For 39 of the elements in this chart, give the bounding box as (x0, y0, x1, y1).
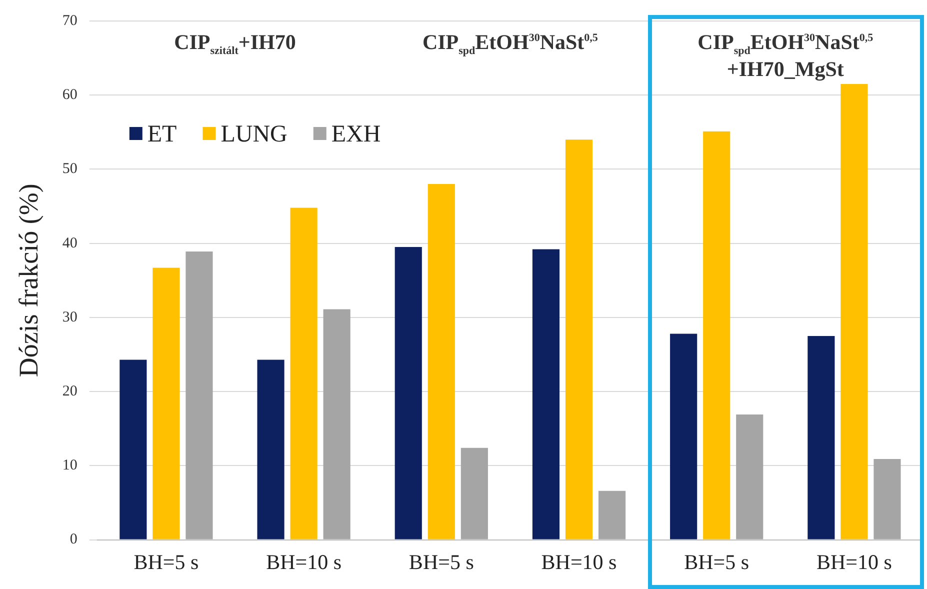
bar (532, 249, 560, 540)
y-axis-title: Dózis frakció (%) (13, 184, 44, 378)
annotation: CIP$_{spd}$EtOH$^{30}$NaSt$^{0,5}$ (421, 30, 599, 58)
bar (598, 490, 626, 540)
bar (840, 84, 868, 540)
x-tick-label: BH=5 s (684, 550, 750, 574)
x-tick-label: BH=10 s (541, 550, 617, 574)
text: CIP$_{spd}$EtOH$^{30}$NaSt$^{0,5}$ +IH70_MgSt (698, 30, 874, 81)
x-tick-label: BH=10 s (816, 550, 892, 574)
bar (323, 309, 350, 540)
bar (703, 131, 730, 540)
bar (186, 251, 213, 540)
y-tick-label: 60 (62, 87, 78, 104)
bar (565, 140, 593, 540)
y-tick-label: 20 (62, 384, 78, 400)
bar (120, 360, 147, 540)
legend-label: ET (147, 121, 178, 148)
bar (428, 184, 455, 540)
bar (257, 360, 284, 540)
bar (670, 334, 698, 540)
y-tick-label: 30 (62, 309, 78, 326)
x-tick-label: BH=5 s (134, 550, 199, 574)
bar (290, 208, 318, 540)
bar (460, 448, 488, 540)
y-tick-label: 40 (62, 235, 78, 252)
x-tick-label: BH=5 s (408, 550, 474, 574)
bar (152, 268, 180, 540)
y-tick-label: 0 (70, 532, 78, 548)
bar (394, 247, 422, 540)
bar (808, 336, 835, 540)
y-tick-label: 10 (62, 458, 78, 474)
legend-label: EXH (331, 121, 381, 148)
y-tick-label: 70 (62, 12, 78, 29)
x-tick-label: BH=10 s (266, 550, 342, 574)
bar (736, 414, 764, 540)
bar (874, 459, 901, 540)
y-tick-label: 50 (62, 161, 78, 178)
legend-label: LUNG (220, 121, 288, 148)
annotation: CIP$_{szitált}$+IH70 (173, 30, 297, 58)
